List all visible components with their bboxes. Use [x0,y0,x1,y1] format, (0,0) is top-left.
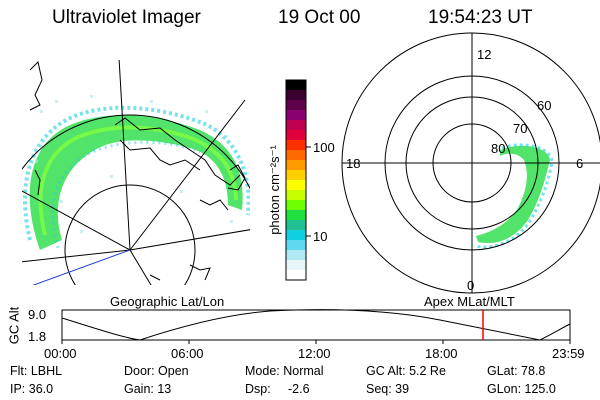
colorbar-cell [286,230,306,241]
colorbar-frame [285,79,307,281]
colorbar-cell [286,250,306,261]
colorbar-cell [286,160,306,171]
colorbar-cell [286,220,306,231]
app-title: Ultraviolet Imager [52,7,201,28]
polar-label-6: 6 [576,156,584,171]
altitude-curve [61,309,571,341]
aurora-oval-geo [29,115,243,251]
colorbar-tick-10: 10 [313,229,328,244]
polar-lat-80: 80 [491,141,506,156]
colorbar-cell [286,90,306,101]
info-glon: GLon: 125.0 [487,382,556,396]
info-gc-alt: GC Alt: 5.2 Re [366,364,446,378]
colorbar-cell [286,260,306,271]
colorbar-cell [286,270,306,281]
polar-lat-70: 70 [513,121,528,136]
altitude-frame [61,309,571,341]
info-door: Door: Open [124,364,189,378]
colorbar-cell [286,100,306,111]
altitude-tick-1-8: 1.8 [28,329,47,344]
info-dsp-label: Dsp: [245,382,271,396]
info-flt: Flt: LBHL [10,364,63,378]
geographic-label: Geographic Lat/Lon [110,294,225,309]
x-tick-1200: 12:00 [298,346,331,361]
colorbar-cell [286,110,306,121]
info-seq: Seq: 39 [366,382,410,396]
colorbar-tick-100: 100 [313,140,335,155]
colorbar-cell [286,240,306,251]
aurora-oval-polar [476,145,550,244]
colorbar-cell [286,150,306,161]
info-mode: Mode: Normal [245,364,324,378]
colorbar-unit-label: photon cm⁻²s⁻¹ [267,145,282,235]
info-gain: Gain: 13 [124,382,172,396]
colorbar-cell [286,200,306,211]
polar-label-18: 18 [346,156,361,171]
x-tick-0600: 06:00 [171,346,204,361]
info-ip: IP: 36.0 [10,382,54,396]
info-glat: GLat: 78.8 [487,364,546,378]
polar-label-0: 0 [467,278,475,293]
colorbar-cell [286,190,306,201]
info-dsp-value: -2.6 [288,382,310,396]
colorbar-cell [286,80,306,91]
polar-lat-60: 60 [537,98,552,113]
colorbar-cell [286,170,306,181]
colorbar-cell [286,180,306,191]
polar-label-12: 12 [477,47,492,62]
colorbar-cell [286,130,306,141]
x-tick-2359: 23:59 [552,346,585,361]
date-label: 19 Oct 00 [278,7,361,28]
altitude-tick-9: 9.0 [28,307,47,322]
colorbar-cell [286,140,306,151]
x-tick-1800: 18:00 [425,346,458,361]
polar-plot [341,32,600,294]
apex-label: Apex MLat/MLT [424,294,515,309]
x-tick-0000: 00:00 [44,346,77,361]
colorbar [286,80,306,281]
altitude-axis-title: GC Alt [6,306,22,345]
geographic-map [22,60,250,285]
altitude-plot [61,309,571,344]
colorbar-cell [286,120,306,131]
colorbar-cell [286,210,306,221]
time-label: 19:54:23 UT [428,7,533,28]
